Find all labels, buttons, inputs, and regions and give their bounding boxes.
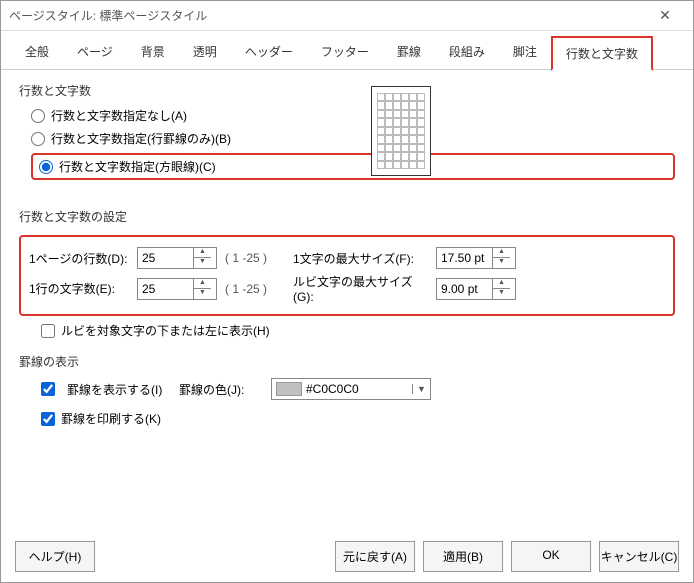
- radio-row-0[interactable]: 行数と文字数指定なし(A): [31, 107, 675, 124]
- radio-row-1[interactable]: 行数と文字数指定(行罫線のみ)(B): [31, 130, 675, 147]
- radio-label-1: 行数と文字数指定(行罫線のみ)(B): [51, 130, 231, 147]
- chevron-down-icon[interactable]: ▼: [412, 384, 430, 394]
- lines-per-page-label: 1ページの行数(D):: [29, 250, 129, 267]
- spinner-up-icon[interactable]: ▲: [194, 248, 211, 258]
- tab-bar: 全般ページ背景透明ヘッダーフッター罫線段組み脚注行数と文字数: [1, 31, 693, 70]
- line-color-combo[interactable]: #C0C0C0 ▼: [271, 378, 431, 400]
- titlebar: ページスタイル: 標準ページスタイル ✕: [1, 1, 693, 31]
- ruby-below-row: ルビを対象文字の下または左に表示(H): [41, 322, 675, 339]
- lines-per-page-spinner[interactable]: ▲▼: [137, 247, 217, 269]
- ruby-max-size-label: ルビ文字の最大サイズ(G):: [293, 273, 428, 304]
- spinner-up-icon[interactable]: ▲: [493, 279, 510, 289]
- radio-grid-mode-1[interactable]: [31, 132, 45, 146]
- radio-row-2[interactable]: 行数と文字数指定(方眼線)(C): [31, 153, 675, 180]
- radio-label-2: 行数と文字数指定(方眼線)(C): [59, 158, 216, 175]
- color-swatch: [276, 382, 302, 396]
- radio-label-0: 行数と文字数指定なし(A): [51, 107, 187, 124]
- section-settings-heading: 行数と文字数の設定: [19, 208, 675, 225]
- ruby-below-checkbox[interactable]: [41, 324, 55, 338]
- tab-3[interactable]: 透明: [179, 35, 231, 69]
- window-title: ページスタイル: 標準ページスタイル: [9, 7, 645, 24]
- tab-0[interactable]: 全般: [11, 35, 63, 69]
- ruby-max-size-spinner[interactable]: ▲▼: [436, 278, 516, 300]
- char-max-size-input[interactable]: [437, 251, 492, 265]
- help-button[interactable]: ヘルプ(H): [15, 541, 95, 572]
- show-lines-row: 罫線を表示する(I) 罫線の色(J): #C0C0C0 ▼: [41, 378, 675, 400]
- char-max-size-label: 1文字の最大サイズ(F):: [293, 250, 428, 267]
- tab-2[interactable]: 背景: [127, 35, 179, 69]
- tab-4[interactable]: ヘッダー: [231, 35, 307, 69]
- settings-highlight-box: 1ページの行数(D): ▲▼ ( 1 -25 ) 1文字の最大サイズ(F): ▲…: [19, 235, 675, 316]
- spinner-down-icon[interactable]: ▼: [194, 289, 211, 299]
- show-lines-label: 罫線を表示する(I): [67, 381, 167, 398]
- tab-8[interactable]: 脚注: [499, 35, 551, 69]
- ruby-below-label: ルビを対象文字の下または左に表示(H): [61, 322, 270, 339]
- section-grid-heading: 行数と文字数: [19, 82, 675, 99]
- lines-per-page-range: ( 1 -25 ): [225, 251, 285, 265]
- close-icon[interactable]: ✕: [645, 7, 685, 24]
- tab-1[interactable]: ページ: [63, 35, 127, 69]
- spinner-down-icon[interactable]: ▼: [194, 258, 211, 268]
- spinner-down-icon[interactable]: ▼: [493, 258, 510, 268]
- section-display-heading: 罫線の表示: [19, 353, 675, 370]
- page-preview: [371, 86, 431, 176]
- spinner-up-icon[interactable]: ▲: [194, 279, 211, 289]
- line-color-label: 罫線の色(J):: [179, 381, 259, 398]
- chars-per-line-range: ( 1 -25 ): [225, 282, 285, 296]
- radio-grid-mode-2[interactable]: [39, 160, 53, 174]
- show-lines-checkbox[interactable]: [41, 382, 55, 396]
- row-lines-per-page: 1ページの行数(D): ▲▼ ( 1 -25 ) 1文字の最大サイズ(F): ▲…: [29, 247, 665, 269]
- chars-per-line-label: 1行の文字数(E):: [29, 280, 129, 297]
- line-color-value: #C0C0C0: [306, 382, 412, 396]
- spinner-down-icon[interactable]: ▼: [493, 289, 510, 299]
- lines-per-page-input[interactable]: [138, 251, 193, 265]
- chars-per-line-spinner[interactable]: ▲▼: [137, 278, 217, 300]
- tab-7[interactable]: 段組み: [435, 35, 499, 69]
- char-max-size-spinner[interactable]: ▲▼: [436, 247, 516, 269]
- row-chars-per-line: 1行の文字数(E): ▲▼ ( 1 -25 ) ルビ文字の最大サイズ(G): ▲…: [29, 273, 665, 304]
- tab-5[interactable]: フッター: [307, 35, 383, 69]
- radio-group-grid-mode: 行数と文字数指定なし(A) 行数と文字数指定(行罫線のみ)(B) 行数と文字数指定(…: [19, 107, 675, 180]
- print-lines-row: 罫線を印刷する(K): [41, 410, 675, 427]
- chars-per-line-input[interactable]: [138, 282, 193, 296]
- dialog-footer: ヘルプ(H) 元に戻す(A) 適用(B) OK キャンセル(C): [15, 541, 679, 572]
- spinner-up-icon[interactable]: ▲: [493, 248, 510, 258]
- ruby-max-size-input[interactable]: [437, 282, 492, 296]
- print-lines-label: 罫線を印刷する(K): [61, 410, 161, 427]
- radio-grid-mode-0[interactable]: [31, 109, 45, 123]
- ok-button[interactable]: OK: [511, 541, 591, 572]
- content-area: 行数と文字数 行数と文字数指定なし(A)行数と文字数指定(行罫線のみ)(B)行数…: [1, 70, 693, 445]
- apply-button[interactable]: 適用(B): [423, 541, 503, 572]
- reset-button[interactable]: 元に戻す(A): [335, 541, 415, 572]
- tab-6[interactable]: 罫線: [383, 35, 435, 69]
- cancel-button[interactable]: キャンセル(C): [599, 541, 679, 572]
- print-lines-checkbox[interactable]: [41, 412, 55, 426]
- tab-9[interactable]: 行数と文字数: [551, 36, 653, 71]
